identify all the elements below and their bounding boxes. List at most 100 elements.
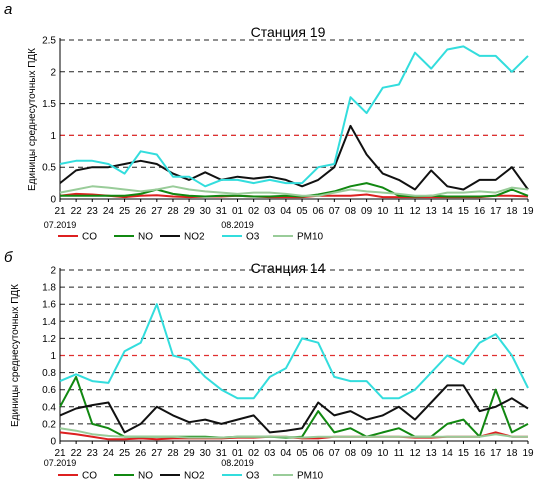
- x-tick-label: 30: [200, 448, 212, 459]
- x-tick-label: 15: [458, 448, 470, 459]
- y-tick-label: 0.4: [42, 402, 56, 413]
- x-tick-label: 06: [313, 206, 325, 217]
- x-tick-label: 15: [458, 206, 470, 217]
- x-tick-label: 04: [280, 206, 292, 217]
- x-tick-label: 01: [232, 448, 244, 459]
- x-tick-label: 17: [490, 448, 502, 459]
- x-tick-label: 13: [426, 206, 438, 217]
- x-tick-label: 31: [216, 448, 228, 459]
- y-tick-label: 2.5: [42, 36, 56, 47]
- x-tick-label: 04: [280, 448, 292, 459]
- chart-station-19: Станция 19 Единицы среднесуточных ПДК 0 0.5…: [27, 24, 534, 243]
- y-tick-label: 1.5: [42, 99, 56, 110]
- y-tick-label: 1: [50, 131, 56, 142]
- x-tick-label: 14: [442, 206, 454, 217]
- series-line-pm10: [59, 185, 529, 197]
- y-tick-label: 1: [50, 351, 56, 362]
- x-tick-label: 12: [409, 206, 421, 217]
- x-tick-label: 10: [377, 206, 389, 217]
- x-tick-label: 29: [184, 448, 196, 459]
- x-tick-label: 22: [71, 206, 83, 217]
- x-tick-label: 27: [151, 206, 163, 217]
- x-tick-label: 25: [119, 448, 131, 459]
- y-tick-label: 2: [50, 67, 56, 78]
- legend-label-pm10: PM10: [297, 232, 324, 243]
- legend-label-co: CO: [82, 232, 97, 243]
- x-tick-label: 03: [264, 448, 276, 459]
- x-tick-label: 25: [119, 206, 131, 217]
- legend-label-co: CO: [82, 471, 97, 481]
- x-tick-label: 10: [377, 448, 389, 459]
- y-tick-label: 0: [50, 437, 56, 448]
- x-tick-label: 16: [474, 448, 486, 459]
- x-tick-label: 01: [232, 206, 244, 217]
- x-tick-label: 16: [474, 206, 486, 217]
- panel-label-a: а: [4, 1, 12, 18]
- y-tick-label: 0.6: [42, 385, 56, 396]
- y-axis-label: Единицы среднесуточных ПДК: [10, 284, 21, 427]
- legend-label-o3: O3: [246, 471, 260, 481]
- series-line-no2: [59, 384, 529, 434]
- y-tick-label: 1.2: [42, 334, 56, 345]
- x-tick-label: 05: [297, 448, 309, 459]
- y-tick-label: 1.6: [42, 300, 56, 311]
- y-tick-label: 0: [50, 195, 56, 206]
- legend-label-no: NO: [138, 232, 153, 243]
- legend-label-no2: NO2: [184, 471, 205, 481]
- y-tick-label: 0.5: [42, 163, 56, 174]
- panel-label-b: б: [4, 249, 13, 266]
- x-tick-label: 07: [329, 448, 341, 459]
- x-tick-label: 24: [103, 448, 115, 459]
- y-tick-label: 2: [50, 266, 56, 277]
- x-tick-label: 18: [506, 448, 518, 459]
- legend-label-pm10: PM10: [297, 471, 324, 481]
- chart-station-14: Станция 14 Единицы среднесуточных ПДК 0 0.2…: [10, 260, 534, 481]
- x-tick-label: 08: [345, 206, 357, 217]
- x-tick-label: 23: [87, 206, 99, 217]
- x-tick-label: 14: [442, 448, 454, 459]
- x-tick-label: 30: [200, 206, 212, 217]
- x-tick-label: 03: [264, 206, 276, 217]
- x-tick-label: 26: [135, 206, 147, 217]
- series-line-no: [60, 182, 529, 198]
- x-tick-label: 23: [87, 448, 99, 459]
- x-tick-label: 09: [361, 206, 373, 217]
- x-tick-label: 28: [167, 206, 179, 217]
- x-tick-label: 12: [409, 448, 421, 459]
- x-tick-label: 11: [394, 206, 405, 217]
- y-tick-label: 1.4: [42, 317, 56, 328]
- x-tick-label: 09: [361, 448, 373, 459]
- x-tick-label: 05: [297, 206, 309, 217]
- chart-title: Станция 14: [251, 260, 326, 276]
- x-tick-label: 21: [54, 448, 66, 459]
- month-label: 07.2019: [44, 458, 77, 468]
- x-tick-label: 08: [345, 448, 357, 459]
- x-tick-label: 22: [71, 448, 83, 459]
- month-label: 08.2019: [221, 220, 254, 230]
- x-tick-label: 17: [490, 206, 502, 217]
- month-label: 07.2019: [44, 220, 77, 230]
- chart-title: Станция 19: [251, 24, 326, 40]
- y-tick-label: 0.8: [42, 368, 56, 379]
- x-tick-label: 02: [248, 206, 260, 217]
- legend-label-no2: NO2: [184, 232, 205, 243]
- x-tick-label: 21: [54, 206, 66, 217]
- y-tick-label: 1.8: [42, 283, 56, 294]
- series-line-pm10: [59, 427, 528, 439]
- y-axis-label: Единицы среднесуточных ПДК: [27, 48, 38, 191]
- x-tick-label: 07: [329, 206, 341, 217]
- x-tick-label: 27: [151, 448, 163, 459]
- x-tick-label: 11: [394, 448, 405, 459]
- month-label: 08.2019: [221, 458, 254, 468]
- series-line-o3: [59, 45, 529, 188]
- x-tick-label: 31: [216, 206, 228, 217]
- x-tick-label: 26: [135, 448, 147, 459]
- x-tick-label: 02: [248, 448, 260, 459]
- y-tick-label: 0.2: [42, 419, 56, 430]
- x-tick-label: 06: [313, 448, 325, 459]
- x-tick-label: 19: [522, 448, 534, 459]
- x-tick-label: 28: [167, 448, 179, 459]
- x-tick-label: 18: [506, 206, 518, 217]
- legend-label-o3: O3: [246, 232, 260, 243]
